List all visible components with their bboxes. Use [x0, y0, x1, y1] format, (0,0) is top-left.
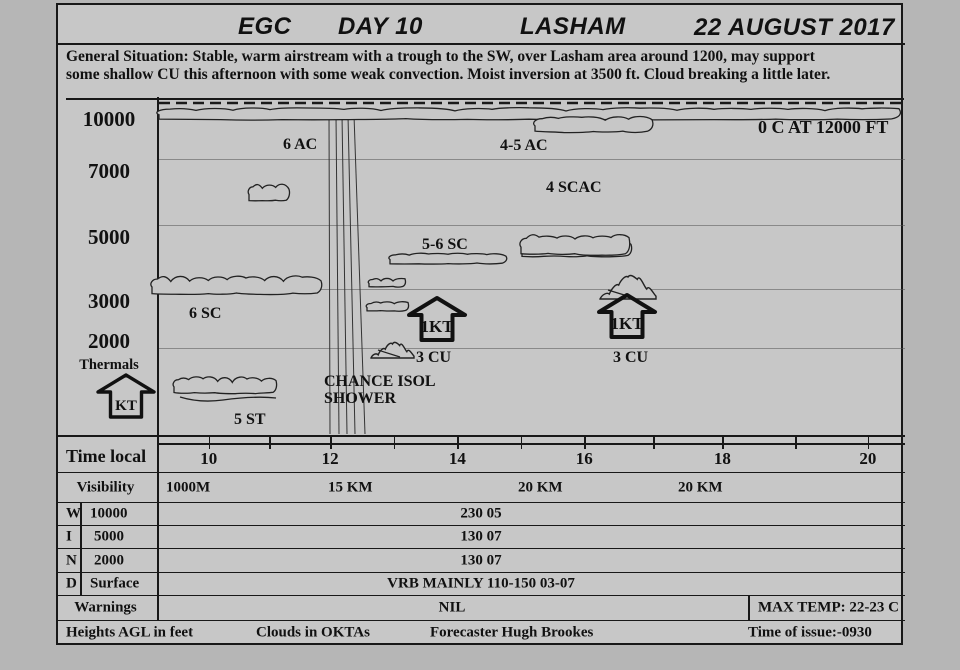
svg-text:6 AC: 6 AC — [283, 136, 317, 153]
svg-text:1KT: 1KT — [610, 314, 644, 333]
svg-text:KT: KT — [115, 398, 137, 414]
svg-text:4 SCAC: 4 SCAC — [546, 179, 602, 196]
svg-text:4-5 AC: 4-5 AC — [500, 137, 548, 154]
svg-text:SHOWER: SHOWER — [324, 390, 396, 407]
svg-text:1KT: 1KT — [420, 317, 454, 336]
svg-text:CHANCE ISOL: CHANCE ISOL — [324, 373, 436, 390]
svg-text:5-6 SC: 5-6 SC — [422, 236, 468, 253]
svg-text:5 ST: 5 ST — [234, 411, 266, 428]
svg-text:6 SC: 6 SC — [189, 305, 221, 322]
svg-text:0 C AT 12000 FT: 0 C AT 12000 FT — [758, 117, 888, 137]
svg-text:3 CU: 3 CU — [613, 349, 649, 366]
svg-text:3 CU: 3 CU — [416, 349, 452, 366]
